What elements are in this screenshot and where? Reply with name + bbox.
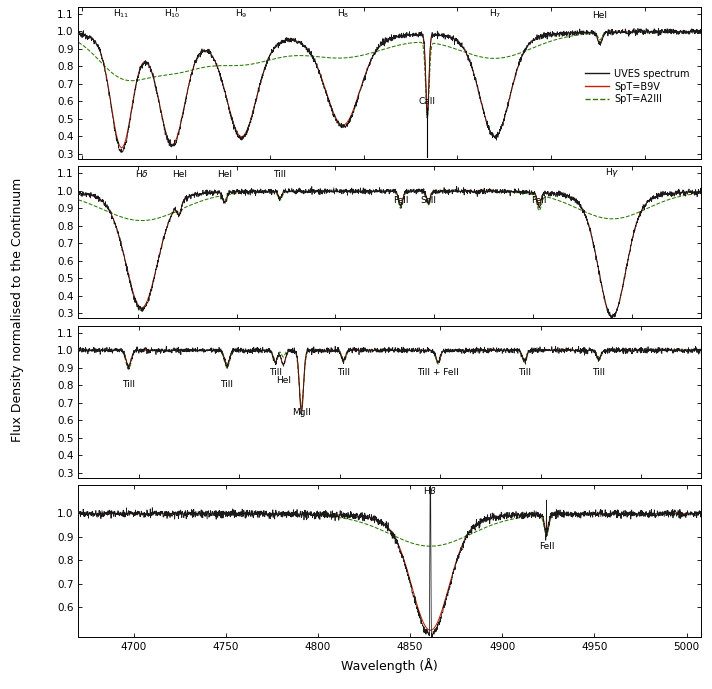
Legend: UVES spectrum, SpT=B9V, SpT=A2III: UVES spectrum, SpT=B9V, SpT=A2III [581,65,693,108]
Text: TiII: TiII [592,367,605,377]
Text: H$_9$: H$_9$ [236,8,248,20]
Text: CaII: CaII [419,97,436,106]
Text: H$\delta$: H$\delta$ [135,169,149,180]
Text: HeI: HeI [276,376,290,385]
Text: H$_{11}$: H$_{11}$ [113,8,130,20]
Text: TiII: TiII [122,380,135,389]
Text: H$\gamma$: H$\gamma$ [605,167,619,180]
Text: FeII: FeII [539,542,554,551]
Text: TiII: TiII [337,367,350,377]
Text: TiII: TiII [268,367,282,377]
Text: FeII: FeII [393,196,409,205]
Text: TiII + FeII: TiII + FeII [417,367,459,377]
Text: HeI: HeI [592,11,607,20]
Text: HeI: HeI [172,170,187,180]
Text: H$\beta$: H$\beta$ [423,485,437,498]
Text: H$_7$: H$_7$ [488,8,501,20]
Text: ScII: ScII [420,196,436,205]
Text: MgII: MgII [292,408,310,417]
X-axis label: Wavelength (Å): Wavelength (Å) [342,658,438,672]
Text: HeI: HeI [217,170,232,180]
Text: TiII: TiII [518,367,531,377]
Text: H$_{10}$: H$_{10}$ [164,8,180,20]
Text: TiII: TiII [273,170,286,180]
Text: FeII: FeII [531,196,547,205]
Text: H$_8$: H$_8$ [337,8,349,20]
Text: TiII: TiII [221,380,234,389]
Text: Flux Density normalised to the Continuum: Flux Density normalised to the Continuum [11,178,23,442]
